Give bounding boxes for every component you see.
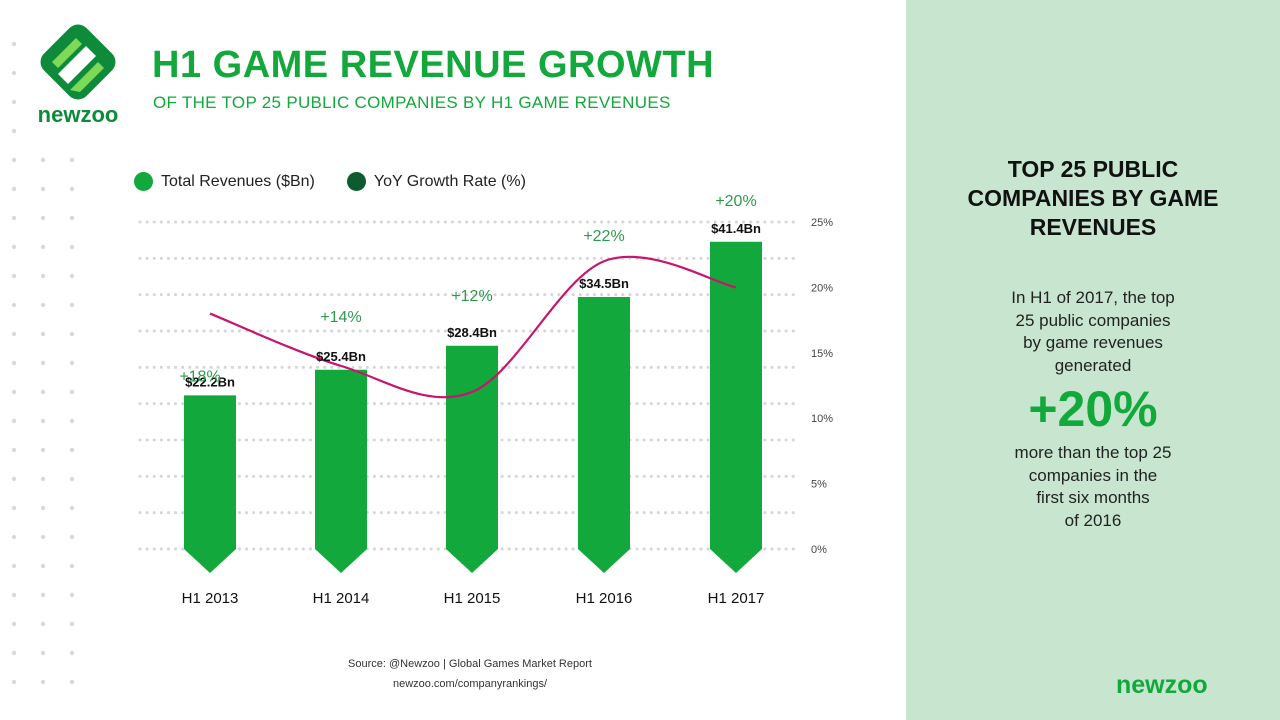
legend-growth-label: YoY Growth Rate (%) <box>373 172 526 190</box>
source-note: Source: @Newzoo | Global Games Market Re… <box>348 658 592 670</box>
x-tick-label: H1 2013 <box>182 590 239 607</box>
summary-title-line: REVENUES <box>1029 214 1157 240</box>
summary-intro-line: by game revenues <box>1023 333 1163 352</box>
summary-outro-line: first six months <box>1036 488 1150 507</box>
growth-rate-label: +20% <box>715 193 756 210</box>
y2-tick-label: 25% <box>811 217 833 229</box>
bar-value-label: $25.4Bn <box>316 349 366 364</box>
summary-intro: In H1 of 2017, the top 25 public compani… <box>906 287 1280 377</box>
revenue-bar <box>315 369 367 573</box>
summary-highlight-value: +20% <box>1028 381 1158 437</box>
bar-value-label: $28.4Bn <box>447 325 497 340</box>
legend-item-revenue: Total Revenues ($Bn) <box>134 172 315 191</box>
source-url: newzoo.com/companyrankings/ <box>392 678 548 690</box>
chart-legend: Total Revenues ($Bn) YoY Growth Rate (%) <box>134 172 558 191</box>
newzoo-logo-icon <box>40 24 116 100</box>
footer-logo: newzoo <box>1116 671 1208 699</box>
revenue-bar <box>184 395 236 573</box>
summary-intro-line: 25 public companies <box>1015 310 1171 330</box>
y2-tick-label: 15% <box>811 348 833 360</box>
bar-value-label: $34.5Bn <box>579 276 629 291</box>
bar-value-label: $41.4Bn <box>711 221 761 236</box>
growth-rate-line <box>209 255 737 399</box>
y2-tick-label: 20% <box>811 282 833 294</box>
y2-tick-label: 5% <box>811 479 827 491</box>
x-tick-label: H1 2015 <box>444 590 501 607</box>
revenue-bar <box>446 345 498 573</box>
legend-growth-swatch <box>346 172 366 191</box>
legend-revenue-swatch <box>134 172 153 191</box>
summary-outro-line: more than the top 25 <box>1014 443 1172 462</box>
summary-outro-line: companies in the <box>1028 465 1158 485</box>
summary-outro: more than the top 25 companies in the fi… <box>906 442 1280 532</box>
summary-intro-line: generated <box>1054 355 1132 375</box>
y2-tick-label: 0% <box>811 544 827 556</box>
summary-outro-line: of 2016 <box>1064 510 1122 530</box>
summary-panel: TOP 25 PUBLIC COMPANIES BY GAME REVENUES… <box>906 0 1280 720</box>
legend-item-growth: YoY Growth Rate (%) <box>346 172 526 191</box>
growth-rate-label: +22% <box>583 228 624 245</box>
summary-title-line: TOP 25 PUBLIC <box>1007 156 1179 182</box>
growth-rate-label: +18% <box>179 368 220 385</box>
page-subtitle: OF THE TOP 25 PUBLIC COMPANIES BY H1 GAM… <box>153 93 671 112</box>
x-tick-label: H1 2016 <box>576 590 633 607</box>
legend-revenue-label: Total Revenues ($Bn) <box>161 172 315 190</box>
summary-title-line: COMPANIES BY GAME <box>967 185 1219 211</box>
y2-tick-label: 10% <box>811 413 833 425</box>
x-tick-label: H1 2017 <box>708 590 765 607</box>
growth-rate-label: +12% <box>451 288 492 305</box>
logo-wordmark: newzoo <box>37 102 119 127</box>
bar-value-label: $22.2Bn <box>185 374 235 389</box>
growth-rate-label: +14% <box>320 309 361 326</box>
x-tick-label: H1 2014 <box>313 590 370 607</box>
revenue-bar <box>578 297 630 573</box>
revenue-growth-chart: 25% 20% 15% 10% 5% 0% $22.2Bn H1 2013 $25.4Bn H1… <box>138 193 833 607</box>
page-title: H1 GAME REVENUE GROWTH <box>152 44 715 86</box>
revenue-bar <box>710 241 762 574</box>
decorative-dot-pattern <box>11 41 75 685</box>
summary-title: TOP 25 PUBLIC COMPANIES BY GAME REVENUES <box>906 155 1280 242</box>
summary-intro-line: In H1 of 2017, the top <box>1011 288 1175 307</box>
